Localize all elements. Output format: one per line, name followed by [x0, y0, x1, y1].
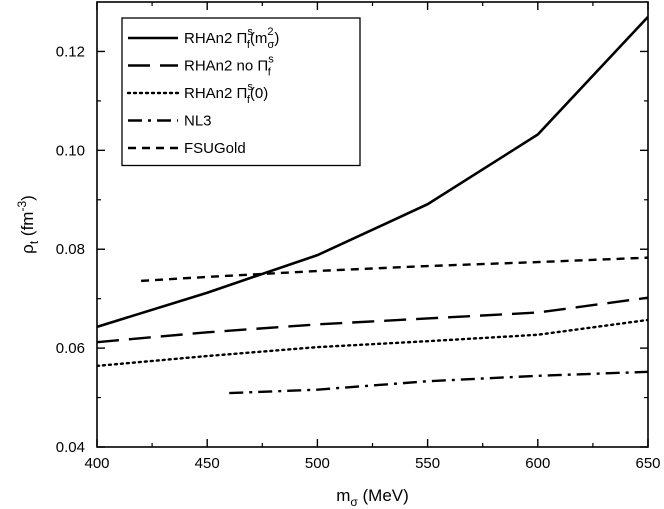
- legend-box: [121, 17, 361, 167]
- x-tick-label: 550: [415, 455, 440, 472]
- y-axis-label: ρt (fm-3): [15, 195, 41, 254]
- legend: RHAn2 Πsf​(m2σ​) RHAn2 no Πsf​RHAn2 Πsf​(…: [121, 17, 361, 167]
- series-line-4: [141, 256, 648, 283]
- y-tick-label: 0.06: [56, 340, 85, 357]
- legend-label-4: FSUGold: [184, 140, 246, 157]
- x-tick-label: 600: [525, 455, 550, 472]
- x-tick-label: 400: [84, 455, 109, 472]
- series-layer: [97, 15, 648, 395]
- y-tick-label: 0.12: [56, 43, 85, 60]
- series-line-1: [97, 296, 648, 344]
- legend-label-1: RHAn2 no Πsf​: [184, 54, 274, 79]
- legend-label-3: NL3: [184, 113, 212, 130]
- series-line-3: [229, 370, 648, 395]
- y-tick-label: 0.04: [56, 439, 85, 456]
- y-tick-label: 0.10: [56, 142, 85, 159]
- ticks-layer: 400 450 500 550 600 650 0.04 0.06 0.08 0.10 0.12: [56, 2, 661, 472]
- series-line-2: [97, 318, 648, 368]
- x-axis-label: mσ (MeV): [336, 486, 409, 509]
- x-tick-label: 450: [195, 455, 220, 472]
- legend-label-2: RHAn2 Πsf​(0): [184, 81, 268, 106]
- series-line-0: [97, 15, 648, 329]
- legend-label-0: RHAn2 Πsf​(m2σ​): [184, 26, 279, 51]
- y-tick-label: 0.08: [56, 241, 85, 258]
- x-tick-label: 650: [635, 455, 660, 472]
- x-tick-label: 500: [305, 455, 330, 472]
- axis-labels: mσ (MeV) ρt (fm-3): [15, 195, 409, 509]
